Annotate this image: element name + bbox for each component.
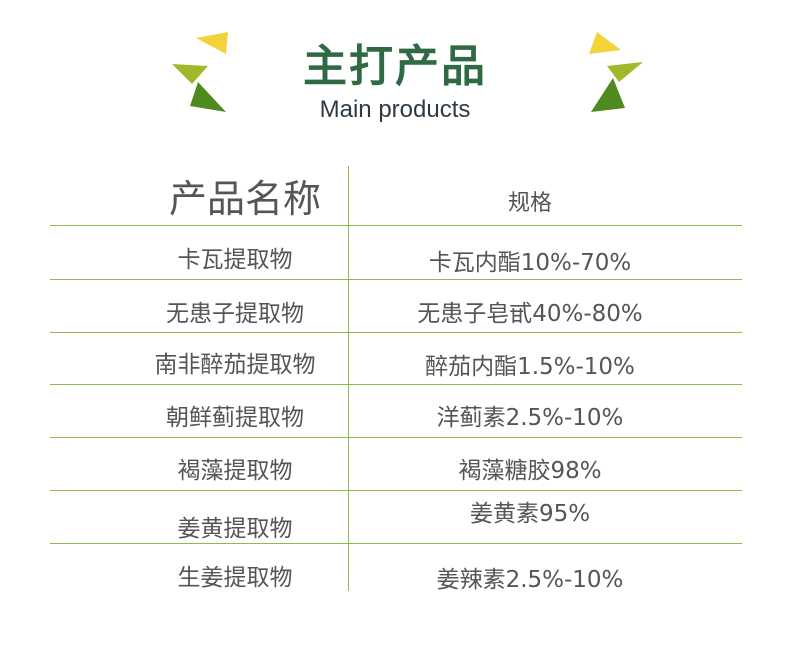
row-divider bbox=[50, 490, 742, 491]
row-divider bbox=[50, 332, 742, 333]
header-spec: 规格 bbox=[507, 191, 552, 216]
product-name: 朝鲜蓟提取物 bbox=[166, 405, 304, 431]
product-name: 卡瓦提取物 bbox=[177, 247, 293, 273]
product-name: 南非醉茄提取物 bbox=[154, 352, 316, 378]
header-product-name: 产品名称 bbox=[168, 177, 321, 221]
product-spec: 褐藻糖胶98% bbox=[458, 458, 602, 484]
page-title: 主打产品 bbox=[303, 41, 487, 92]
row-divider bbox=[50, 225, 742, 226]
row-divider bbox=[50, 384, 742, 385]
column-divider bbox=[348, 166, 349, 591]
product-spec: 洋蓟素2.5%-10% bbox=[436, 405, 624, 431]
triangle-decoration-right-icon bbox=[589, 32, 643, 112]
product-name: 姜黄提取物 bbox=[177, 516, 293, 542]
product-spec: 无患子皂甙40%-80% bbox=[417, 301, 643, 327]
page-subtitle: Main products bbox=[319, 96, 471, 123]
product-spec: 姜辣素2.5%-10% bbox=[436, 567, 624, 593]
product-spec: 卡瓦内酯10%-70% bbox=[428, 250, 632, 276]
row-divider bbox=[50, 279, 742, 280]
product-name: 生姜提取物 bbox=[177, 565, 293, 591]
triangle-decoration-left-icon bbox=[172, 32, 228, 112]
product-spec: 姜黄素95% bbox=[469, 501, 591, 527]
product-name: 无患子提取物 bbox=[166, 301, 304, 327]
row-divider bbox=[50, 437, 742, 438]
product-spec: 醉茄内酯1.5%-10% bbox=[425, 354, 635, 380]
product-name: 褐藻提取物 bbox=[177, 458, 293, 484]
row-divider bbox=[50, 543, 742, 544]
